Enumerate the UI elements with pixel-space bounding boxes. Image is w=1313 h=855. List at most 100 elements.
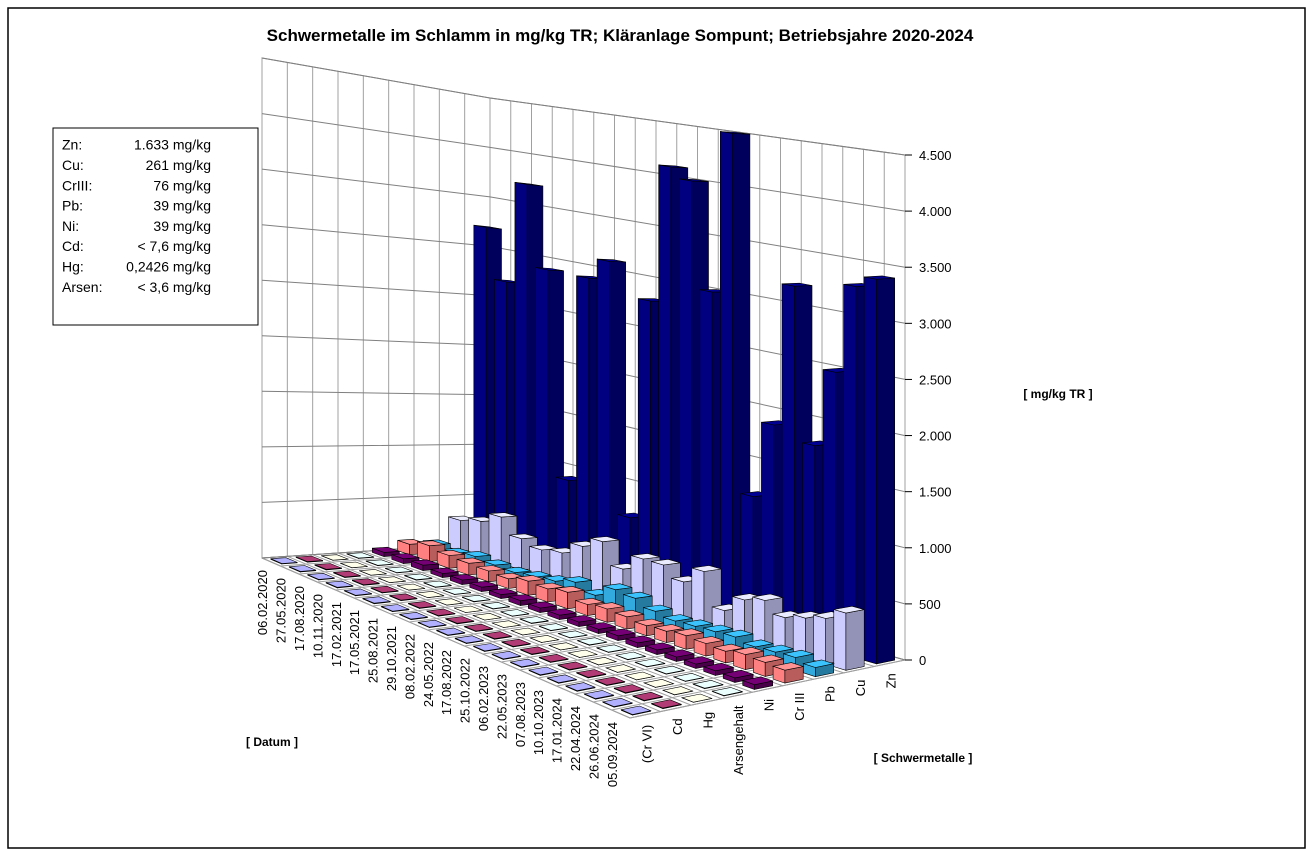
bar xyxy=(270,557,298,565)
bar-top xyxy=(333,570,361,578)
series-label: Cr III xyxy=(792,693,807,721)
x-tick-label: 06.02.2023 xyxy=(476,666,491,731)
bar-front xyxy=(658,164,672,604)
bar xyxy=(605,664,637,673)
bar xyxy=(711,687,744,697)
bar xyxy=(359,569,387,576)
bar-top xyxy=(535,267,564,272)
wall xyxy=(261,57,491,559)
bar xyxy=(644,642,675,656)
bar-front xyxy=(678,178,692,611)
bar-top xyxy=(620,705,652,715)
bar xyxy=(371,546,400,558)
bar-top xyxy=(586,622,616,630)
x-tick-label: 29.10.2021 xyxy=(384,626,399,691)
bar-top xyxy=(606,628,636,637)
annotation-value: 76 mg/kg xyxy=(153,177,211,193)
bar-top xyxy=(454,635,485,644)
bar-top xyxy=(508,594,537,602)
bar xyxy=(722,669,755,683)
bar-top xyxy=(555,585,585,593)
bar-top xyxy=(662,686,694,696)
bar-top xyxy=(658,164,688,169)
bar-top xyxy=(567,615,596,623)
bar-top xyxy=(416,590,445,598)
bar xyxy=(361,596,392,605)
bar xyxy=(461,594,491,603)
bar-top xyxy=(691,565,722,572)
bar-top xyxy=(722,669,755,679)
series-label: Zn xyxy=(884,673,899,688)
bar-front xyxy=(719,131,734,623)
bar xyxy=(605,628,636,642)
bar xyxy=(385,566,413,574)
x-tick-label: 08.02.2022 xyxy=(402,634,417,699)
bar xyxy=(833,605,865,671)
bar-top xyxy=(605,664,637,673)
x-tick-label: 06.02.2020 xyxy=(255,570,270,635)
bar-top xyxy=(694,636,724,644)
bar-top xyxy=(437,549,465,556)
bar-top xyxy=(385,566,413,573)
bar-top xyxy=(456,557,485,564)
bar-top xyxy=(683,619,713,627)
bar-top xyxy=(314,563,342,570)
bar-top xyxy=(547,608,577,616)
bar-top xyxy=(435,627,466,636)
bar-top xyxy=(548,642,579,651)
bar xyxy=(391,553,420,565)
bar xyxy=(586,622,616,635)
series-label: Hg xyxy=(700,712,715,729)
bar xyxy=(435,598,464,606)
bar xyxy=(463,623,494,633)
bar-front xyxy=(514,181,528,562)
bar xyxy=(692,679,724,690)
x-tick-label: 25.10.2022 xyxy=(458,658,473,723)
annotation-value: < 3,6 mg/kg xyxy=(137,279,211,295)
bar xyxy=(325,580,354,589)
bar xyxy=(732,646,765,671)
bar-top xyxy=(398,611,429,620)
bar xyxy=(650,699,683,710)
bar-top xyxy=(352,578,380,586)
bar-top xyxy=(483,559,511,566)
plot-area: 0 500 1.000 1.500 2.000 2.500 3.000 3.500 4.000 4… xyxy=(255,57,952,787)
bar-top xyxy=(454,605,483,613)
bar-top xyxy=(575,597,605,605)
bar-top xyxy=(663,614,693,622)
bar xyxy=(741,676,774,690)
y-tick-label: 3.500 xyxy=(919,260,952,275)
bar-top xyxy=(528,601,557,609)
bar xyxy=(575,669,607,679)
bar xyxy=(481,601,510,610)
x-tick-label: 17.08.2020 xyxy=(292,586,307,651)
bar-top xyxy=(509,533,538,540)
bar-top xyxy=(864,275,895,280)
bar-top xyxy=(425,608,456,616)
bar xyxy=(500,609,530,617)
bar-top xyxy=(488,512,517,518)
bar-top xyxy=(595,644,628,653)
bar-top xyxy=(624,671,656,681)
annotation-label: Zn: xyxy=(62,137,82,153)
bar-top xyxy=(510,627,541,636)
bar-top xyxy=(644,642,675,651)
bar xyxy=(321,554,349,561)
bar-top xyxy=(564,682,596,692)
bar-front xyxy=(781,283,795,641)
bar-top xyxy=(603,583,633,591)
bar-top xyxy=(444,616,475,624)
annotation-label: Cu: xyxy=(62,157,84,173)
bar-top xyxy=(703,624,733,633)
bar xyxy=(643,678,675,688)
series-label: Ni xyxy=(762,699,777,711)
bar-top xyxy=(397,583,425,591)
bar xyxy=(519,646,551,656)
bar-top xyxy=(771,662,805,671)
bar-top xyxy=(692,679,724,689)
bar-top xyxy=(601,697,634,707)
bar xyxy=(662,686,694,696)
x-tick-label: 17.02.2021 xyxy=(329,602,344,667)
bar xyxy=(634,658,666,668)
x-tick-label: 07.08.2023 xyxy=(513,682,528,747)
